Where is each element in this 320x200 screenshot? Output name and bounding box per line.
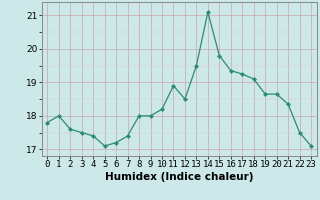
X-axis label: Humidex (Indice chaleur): Humidex (Indice chaleur) bbox=[105, 172, 253, 182]
